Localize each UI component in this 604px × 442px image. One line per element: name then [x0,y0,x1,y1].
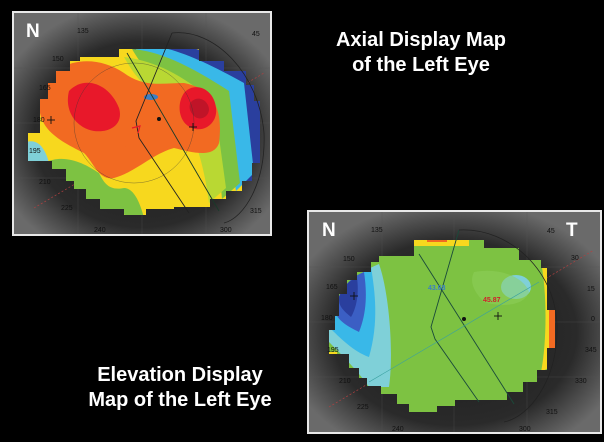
axial-caption-line-1: Axial Display Map [335,29,507,51]
red-value-label: 45.87 [483,297,501,304]
tick-150: 150 [343,256,355,263]
temporal-label: T [566,220,578,241]
tick-315: 315 [250,208,262,215]
tick-225: 225 [61,205,73,212]
blue-value-label: 43.68 [428,285,446,292]
axial-caption-line-2: of the Left Eye [352,54,490,76]
tick-180: 180 [321,315,333,322]
axial-map-caption: Axial Display Map of the Left Eye [316,28,526,78]
elevation-caption-line-2: Map of the Left Eye [88,389,272,411]
tick-0: 0 [591,316,595,323]
tick-240: 240 [392,426,404,433]
tick-180: 180 [33,117,45,124]
nasal-label: N [26,21,40,42]
tick-225: 225 [357,404,369,411]
cross-marker-right [494,312,502,320]
tick-210: 210 [339,378,351,385]
temporal-label: T [271,21,272,43]
cross-marker-right [189,123,197,131]
tick-195: 195 [327,347,339,354]
tick-240: 240 [94,227,106,234]
tick-135: 135 [371,227,383,234]
axial-map-panel: N T 135 150 165 180 195 210 225 240 300 … [12,11,272,236]
tick-210: 210 [39,179,51,186]
tick-165: 165 [326,284,338,291]
nasal-label: N [322,220,336,241]
elevation-map-caption: Elevation Display Map of the Left Eye [62,363,298,413]
tick-300: 300 [519,426,531,433]
axial-topography-map [14,13,270,234]
elevation-map-panel: N T 43.68 45.87 135 150 165 180 195 210 … [307,210,602,434]
tick-30: 30 [571,255,579,262]
cross-marker-left [350,292,358,300]
tick-345: 345 [585,347,597,354]
tick-15: 15 [587,286,595,293]
tick-315: 315 [546,409,558,416]
tick-165: 165 [39,85,51,92]
elevation-topography-map [309,212,600,432]
tick-330: 330 [575,378,587,385]
cross-marker-left [47,116,55,124]
tick-150: 150 [52,56,64,63]
tick-195: 195 [29,148,41,155]
tick-45: 45 [252,31,260,38]
tick-135: 135 [77,28,89,35]
elevation-caption-line-1: Elevation Display [97,364,263,386]
tick-300: 300 [220,227,232,234]
tick-45: 45 [547,228,555,235]
